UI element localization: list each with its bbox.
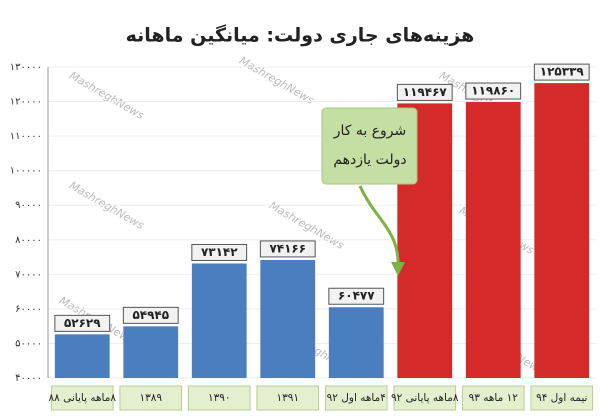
category-box (50, 385, 114, 411)
value-label: ۷۴۱۶۶ (269, 241, 306, 255)
value-label-box (191, 243, 248, 261)
x-tick-label: ۱۳۸۹ (139, 392, 162, 404)
plot: ۴۰۰۰۰ ۵۰۰۰۰ ۶۰۰۰۰ ۷۰۰۰۰ ۸۰۰۰۰ ۹۰۰۰۰ ۱۰۰۰۰۰ ۱۱۰۰… (10, 62, 596, 411)
value-label: ۱۱۹۸۶۰ (471, 84, 515, 98)
bar (534, 83, 590, 378)
value-label: ۵۲۶۲۹ (64, 316, 101, 330)
bar (54, 334, 110, 378)
y-tick-label: ۸۰۰۰۰ (15, 235, 42, 246)
category-box (461, 385, 525, 411)
value-label: ۱۱۹۴۶۷ (403, 85, 448, 99)
category-box (119, 385, 183, 411)
value-label-box (122, 306, 179, 324)
category-box (530, 385, 594, 411)
annotation-arrow (358, 185, 400, 269)
y-tick-label: ۱۳۰۰۰۰ (10, 62, 42, 73)
value-label-box (54, 314, 111, 332)
x-tick-label: ۸ماهه پایانی ۹۲ (391, 392, 459, 404)
x-tick-label: ۱۳۹۰ (208, 392, 231, 404)
x-tick-label: ۱۳۹۱ (276, 392, 299, 404)
bar (123, 326, 179, 378)
value-label-box (259, 240, 316, 258)
x-tick-label: ۱۲ ماهه ۹۳ (469, 392, 519, 404)
category-box (187, 385, 251, 411)
y-tick-label: ۵۰۰۰۰ (15, 338, 42, 349)
value-label: ۶۰۴۷۷ (338, 289, 375, 303)
y-tick-label: ۱۱۰۰۰۰ (10, 131, 42, 142)
annotation-arrowhead (391, 262, 405, 276)
annotation-line: دولت یازدهم (333, 152, 406, 168)
value-label-box (328, 287, 385, 305)
x-tick-label: ۴ماهه اول ۹۲ (327, 392, 386, 404)
value-label: ۱۲۵۳۳۹ (540, 65, 585, 79)
value-label-box (396, 83, 453, 101)
y-tick-label: ۱۲۰۰۰۰ (10, 97, 42, 108)
category-box (393, 385, 457, 411)
value-label-box (465, 82, 522, 100)
x-tick-label: ۸ماهه پایانی ۸۸ (48, 392, 116, 404)
bar (328, 307, 384, 378)
bar (191, 263, 247, 378)
bar (260, 259, 316, 378)
y-tick-label: ۷۰۰۰۰ (15, 269, 42, 280)
y-tick-label: ۶۰۰۰۰ (15, 304, 42, 315)
y-tick-label: ۹۰۰۰۰ (15, 200, 42, 211)
x-tick-label: نیمه اول ۹۴ (536, 392, 587, 404)
value-label: ۵۴۹۴۵ (132, 308, 169, 322)
category-box (324, 385, 388, 411)
value-label-box (533, 63, 590, 81)
annotation-box (321, 107, 418, 185)
category-box (256, 385, 320, 411)
bar (465, 102, 521, 378)
chart-title: هزینه‌های جاری دولت: میانگین ماهانه (126, 24, 475, 47)
value-label: ۷۳۱۴۲ (201, 245, 238, 259)
y-tick-label: ۱۰۰۰۰۰ (10, 166, 42, 177)
y-tick-label: ۴۰۰۰۰ (15, 373, 42, 384)
annotation-line: شروع به کار (333, 123, 407, 139)
